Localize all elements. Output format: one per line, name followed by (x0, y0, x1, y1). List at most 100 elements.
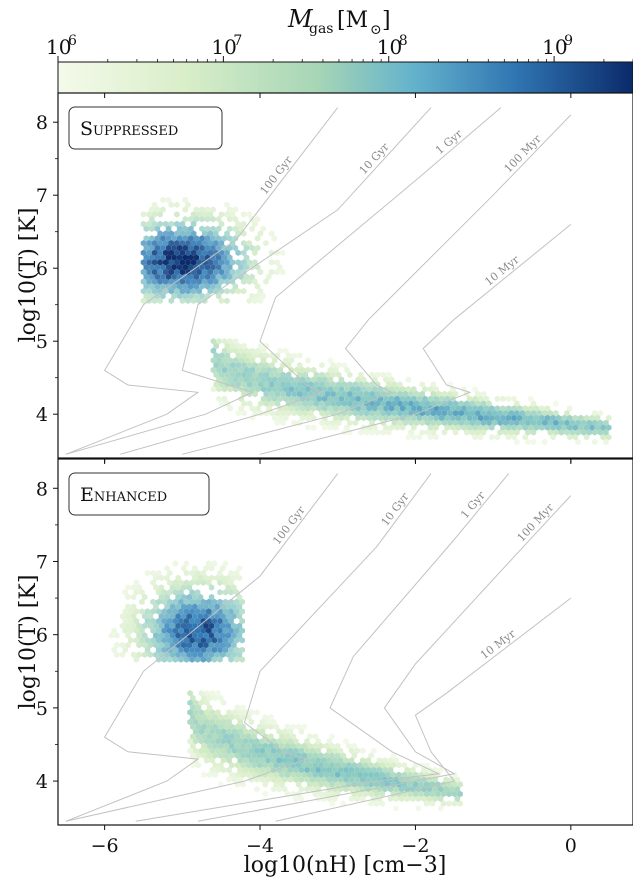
hexbin-cell (249, 292, 255, 300)
hexbin-cell (203, 565, 209, 572)
hexbin-cell (142, 613, 148, 620)
hexbin-cell (269, 400, 275, 407)
hexbin-cell (388, 405, 395, 412)
hexbin-cell (221, 386, 228, 393)
hexbin-cell (175, 603, 181, 610)
hexbin-cell (361, 405, 367, 412)
hexbin-cell (246, 259, 252, 266)
hexbin-cell (519, 410, 526, 417)
hexbin-cell (386, 371, 392, 378)
hexbin-cell (212, 762, 218, 769)
hexbin-cell (374, 371, 381, 378)
hexbin-cell (154, 206, 161, 213)
hexbin-cell (368, 752, 374, 759)
hexbin-cell (190, 278, 197, 285)
hexbin-cell (383, 424, 389, 431)
hexbin-cell (201, 240, 208, 247)
hexbin-cell (262, 733, 268, 740)
hexbin-cell (511, 424, 517, 431)
hexbin-cell (337, 766, 344, 774)
hexbin-cell (128, 637, 134, 644)
hexbin-cell (338, 395, 345, 402)
hexbin-cell (190, 714, 196, 721)
hexbin-cell (291, 410, 297, 417)
hexbin-cell (388, 424, 395, 431)
hexbin-cell (299, 414, 306, 422)
hexbin-cell (252, 371, 258, 378)
hexbin-cell (229, 211, 236, 218)
hexbin-cell (232, 366, 239, 374)
hexbin-cell (232, 244, 239, 252)
hexbin-cell (246, 400, 253, 407)
hexbin-cell (575, 429, 581, 436)
hexbin-cell (318, 762, 324, 769)
hexbin-cell (347, 400, 353, 407)
hexbin-cell (201, 230, 208, 237)
hexbin-cell (282, 757, 288, 764)
hexbin-cell (233, 569, 240, 577)
hexbin-cell (285, 371, 292, 378)
hexbin-cell (215, 244, 222, 252)
hexbin-cell (302, 390, 308, 398)
hexbin-cell (419, 381, 425, 388)
hexbin-cell (140, 211, 147, 218)
hexbin-cell (258, 371, 264, 378)
hexbin-cell (287, 757, 294, 764)
hexbin-cell (176, 264, 183, 271)
hexbin-cell (280, 410, 286, 417)
hexbin-cell (450, 405, 456, 412)
hexbin-cell (307, 762, 313, 769)
hexbin-cell (298, 795, 305, 802)
hexbin-cell (178, 579, 184, 586)
hexbin-cell (283, 347, 289, 354)
hexbin-cell (176, 283, 183, 290)
hexbin-cell (283, 386, 289, 393)
hexbin-cell (241, 371, 247, 378)
hexbin-cell (189, 569, 195, 577)
hexbin-cell (438, 395, 445, 402)
hexbin-cell (334, 742, 341, 750)
hexbin-cell (491, 419, 498, 426)
hexbin-cell (231, 641, 237, 649)
hexbin-cell (385, 771, 391, 778)
hexbin-cell (259, 718, 266, 726)
hexbin-cell (248, 738, 255, 745)
hexbin-cell (193, 206, 200, 213)
hexbin-cell (240, 781, 246, 788)
hexbin-cell (418, 790, 424, 798)
hexbin-cell (167, 589, 173, 596)
hexbin-cell (374, 410, 381, 417)
hexbin-cell (225, 641, 232, 649)
hexbin-cell (158, 632, 165, 639)
hexbin-cell (326, 757, 333, 764)
hexbin-cell (181, 641, 187, 649)
hexbin-cell (361, 395, 367, 402)
hexbin-cell (429, 790, 436, 798)
hexbin-cell (232, 235, 239, 242)
hexbin-cell (422, 386, 428, 393)
hexbin-cell (329, 800, 335, 807)
hexbin-cell (164, 603, 170, 610)
hexbin-cell (321, 795, 327, 802)
hexbin-cell (296, 390, 303, 398)
hexbin-cell (270, 786, 277, 793)
hexbin-cell (147, 651, 154, 658)
hexbin-cell (258, 352, 264, 359)
hexbin-cell (217, 589, 223, 596)
hexbin-cell (164, 565, 170, 572)
hexbin-cell (252, 278, 258, 285)
hexbin-cell (544, 414, 551, 422)
hexbin-cell (257, 268, 264, 276)
hexbin-cell (393, 757, 399, 764)
hexbin-cell (477, 424, 484, 431)
hexbin-cell (477, 395, 484, 402)
hexbin-cell (567, 434, 573, 441)
hexbin-cell (426, 795, 433, 802)
hexbin-cell (503, 429, 509, 436)
hexbin-cell (472, 414, 478, 422)
hexbin-cell (418, 781, 424, 788)
hexbin-cell (503, 410, 509, 417)
hexbin-cell (361, 414, 367, 422)
hexbin-cell (217, 617, 223, 625)
hexbin-cell (139, 589, 145, 596)
